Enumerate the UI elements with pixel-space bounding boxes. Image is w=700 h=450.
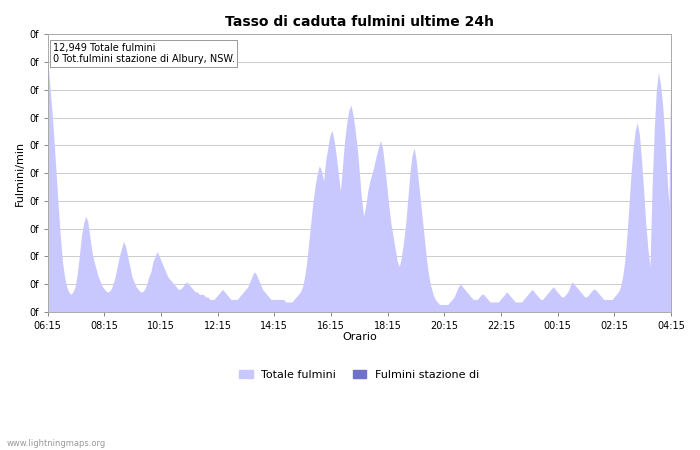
Y-axis label: Fulmini/min: Fulmini/min (15, 140, 25, 206)
X-axis label: Orario: Orario (342, 333, 377, 342)
Text: www.lightningmaps.org: www.lightningmaps.org (7, 439, 106, 448)
Text: 12,949 Totale fulmini
0 Tot.fulmini stazione di Albury, NSW.: 12,949 Totale fulmini 0 Tot.fulmini staz… (52, 43, 234, 64)
Title: Tasso di caduta fulmini ultime 24h: Tasso di caduta fulmini ultime 24h (225, 15, 494, 29)
Legend: Totale fulmini, Fulmini stazione di: Totale fulmini, Fulmini stazione di (234, 365, 484, 384)
